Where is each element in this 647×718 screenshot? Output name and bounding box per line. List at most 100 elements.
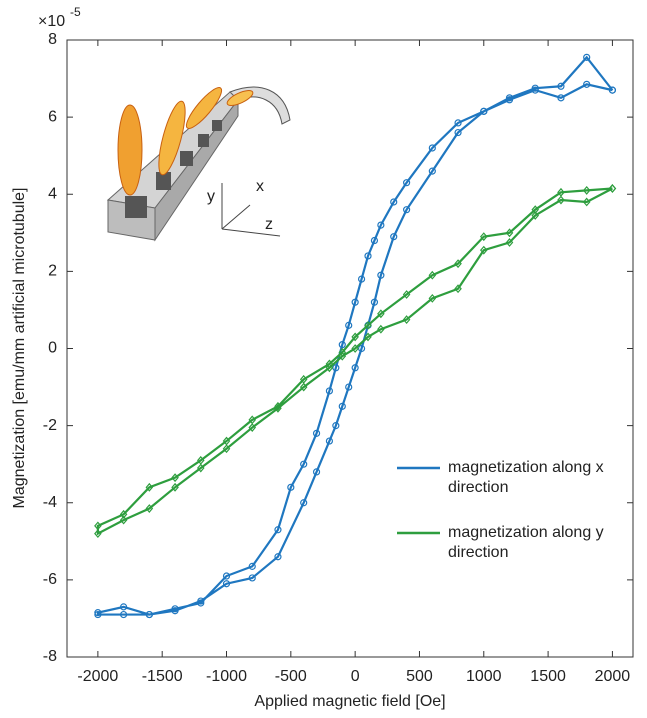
x-tick-label: -1500 [142,668,183,685]
x-tick-label: 1500 [530,668,566,685]
data-point [248,574,256,582]
data-point [479,232,488,242]
data-point [428,293,437,303]
data-point [403,206,411,214]
legend-label: magnetization along y direction [448,524,604,561]
data-point [119,509,128,519]
data-point [325,359,334,369]
y-tick-label: 8 [48,31,57,48]
data-point [357,275,366,283]
x-tick-label: -1000 [206,668,247,685]
data-point [287,483,295,491]
data-point [479,245,488,255]
data-point [364,320,372,330]
data-point [338,402,346,410]
data-point [94,529,102,539]
y-tick-label: 4 [48,185,57,202]
data-point [402,290,411,299]
data-point [454,119,462,127]
y-tick-label: -8 [43,648,57,665]
data-point [312,468,321,476]
data-point [608,184,617,193]
data-point [119,610,128,619]
data-point [531,211,540,220]
data-point [370,298,379,306]
data-point [428,144,436,152]
data-point [505,238,514,247]
data-point [370,236,379,245]
inset-x-label: x [256,178,264,195]
data-point [325,437,334,445]
data-point [338,341,346,349]
data-point [274,401,282,411]
data-point [531,205,540,215]
data-point [505,96,514,104]
data-point [248,562,256,570]
data-point [332,422,340,430]
data-point [325,387,334,395]
data-point [351,332,359,342]
y-tick-label: 0 [48,340,57,357]
data-point [608,86,617,94]
data-point [390,233,398,241]
x-tick-label: 0 [351,668,360,685]
data-point [274,553,282,561]
exponent-power: -5 [70,5,81,19]
data-point [197,597,205,605]
data-point [299,382,308,392]
data-point [145,504,154,513]
y-tick-label: -6 [43,571,57,588]
data-point [222,580,231,588]
data-point [171,473,179,483]
data-point [345,321,353,329]
data-point [454,128,462,137]
data-point [325,363,334,373]
data-point [557,195,565,205]
data-point [300,460,308,468]
data-point [171,607,179,615]
inset-y-label: y [207,188,215,205]
data-point [196,463,205,473]
data-point [222,444,231,454]
data-point [505,228,514,238]
data-point [480,107,488,115]
data-point [145,482,154,492]
y-axis-label: Magnetization [emu/mm artificial microtu… [11,187,28,508]
exponent-base: ×10 [38,13,65,30]
legend-label: magnetization along x direction [448,459,604,496]
x-tick-label: -500 [275,668,307,685]
data-point [364,252,372,260]
data-point [557,82,565,90]
data-point [300,499,308,507]
plot-frame [66,39,634,658]
data-point [377,324,385,334]
data-point [531,86,539,94]
data-point [390,198,398,206]
data-point [582,197,591,207]
data-point [454,259,462,269]
data-point [274,403,282,413]
inset-z-label: z [265,216,273,233]
data-point [583,53,591,61]
x-tick-label: 2000 [595,668,631,685]
data-point [377,309,385,319]
data-point [351,344,359,353]
data-point [351,364,359,372]
data-point [345,383,353,391]
y-tick-label: 2 [48,263,57,280]
data-point [582,185,591,195]
data-point [338,351,347,361]
x-axis-label: Applied magnetic field [Oe] [254,693,445,710]
data-point [454,284,462,294]
data-point [583,80,591,88]
data-point [145,610,153,619]
data-point [364,332,372,342]
inset-illustration [106,86,291,242]
y-tick-label: -2 [43,417,57,434]
data-point [428,167,436,175]
data-point [428,270,437,280]
data-point [402,315,411,325]
y-tick-label: 6 [48,108,57,125]
